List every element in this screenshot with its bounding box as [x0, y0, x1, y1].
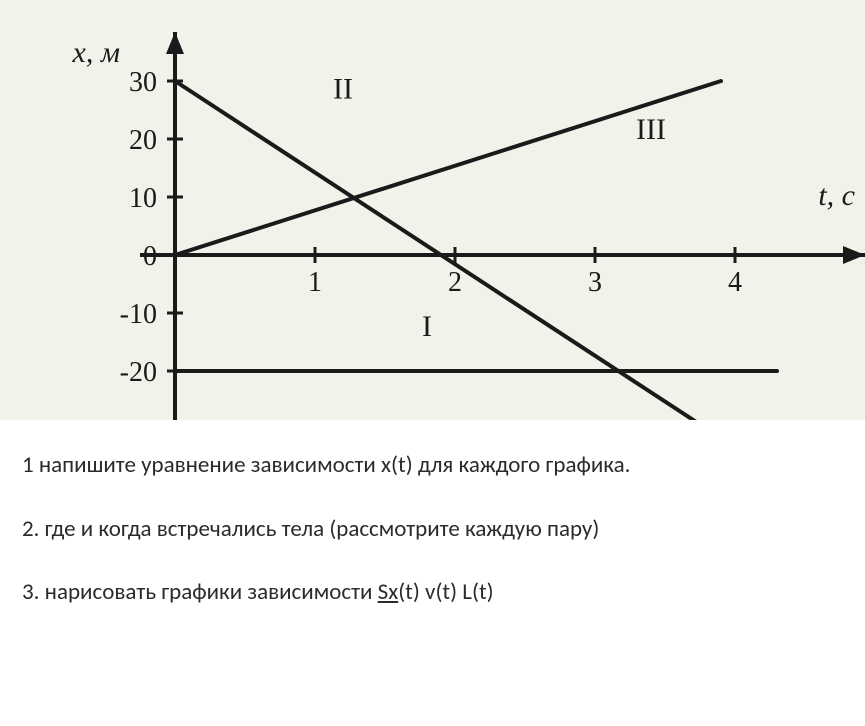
svg-text:II: II — [333, 72, 353, 105]
question-1: 1 напишите уравнение зависимости x(t) дл… — [22, 448, 843, 484]
q3-rest: (t) v(t) L(t) — [398, 578, 493, 606]
question-3: 3. нарисовать графики зависимости Sx(t) … — [22, 575, 843, 611]
svg-text:4: 4 — [728, 267, 742, 298]
svg-text:1: 1 — [308, 267, 322, 298]
questions-block: 1 напишите уравнение зависимости x(t) дл… — [0, 420, 865, 611]
svg-text:-20: -20 — [120, 357, 157, 388]
svg-text:III: III — [636, 113, 666, 146]
svg-text:I: I — [422, 310, 432, 343]
question-2: 2. где и когда встречались тела (рассмот… — [22, 512, 843, 548]
svg-text:20: 20 — [129, 125, 157, 156]
kinematics-chart: 302010-10-2001234x, мt, сIIIIII — [0, 0, 865, 420]
q3-prefix: 3. нарисовать графики зависимости — [22, 578, 378, 606]
svg-text:x, м: x, м — [72, 36, 120, 69]
svg-text:2: 2 — [448, 267, 462, 298]
q3-sx: Sx — [378, 578, 399, 606]
svg-text:-10: -10 — [120, 299, 157, 330]
svg-text:t, с: t, с — [818, 179, 855, 212]
page: 302010-10-2001234x, мt, сIIIIII 1 напиши… — [0, 0, 865, 726]
svg-text:0: 0 — [143, 241, 157, 272]
svg-text:3: 3 — [588, 267, 602, 298]
svg-text:10: 10 — [129, 183, 157, 214]
chart-area: 302010-10-2001234x, мt, сIIIIII — [0, 0, 865, 420]
svg-text:30: 30 — [129, 67, 157, 98]
